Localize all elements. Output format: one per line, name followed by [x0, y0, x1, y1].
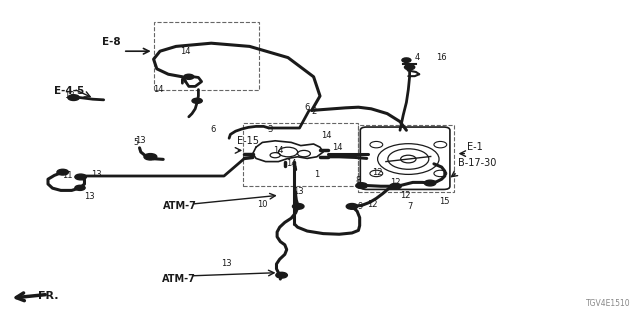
Text: 13: 13 — [136, 136, 146, 145]
Text: 15: 15 — [440, 197, 450, 206]
Text: E-15: E-15 — [237, 136, 259, 146]
Circle shape — [68, 95, 79, 100]
Text: 3: 3 — [268, 125, 273, 134]
Text: 14: 14 — [321, 132, 332, 140]
Text: 1: 1 — [314, 170, 319, 179]
Circle shape — [192, 98, 202, 103]
Text: 14: 14 — [332, 143, 342, 152]
Text: E-1: E-1 — [467, 142, 483, 152]
Text: 7: 7 — [407, 202, 412, 211]
Bar — [154, 22, 259, 90]
Text: 14: 14 — [273, 146, 284, 155]
Circle shape — [292, 204, 304, 209]
Circle shape — [276, 272, 287, 278]
Text: 13: 13 — [221, 259, 231, 268]
Circle shape — [346, 204, 358, 209]
Text: 5: 5 — [133, 138, 138, 147]
Bar — [358, 125, 454, 192]
Text: 6: 6 — [305, 103, 310, 112]
Circle shape — [57, 169, 68, 175]
Text: 4: 4 — [415, 53, 420, 62]
Text: 12: 12 — [372, 168, 383, 177]
Text: ATM-7: ATM-7 — [162, 274, 196, 284]
Text: 14: 14 — [286, 159, 296, 168]
Circle shape — [75, 174, 86, 180]
Text: B-17-30: B-17-30 — [458, 158, 496, 168]
Text: TGV4E1510: TGV4E1510 — [586, 300, 630, 308]
Text: 13: 13 — [84, 192, 95, 201]
Text: 8: 8 — [356, 176, 361, 185]
Text: 13: 13 — [91, 170, 101, 179]
Text: 10: 10 — [257, 200, 268, 209]
Circle shape — [144, 154, 157, 160]
Text: 12: 12 — [367, 200, 378, 209]
Text: 14: 14 — [180, 47, 191, 56]
Text: 11: 11 — [63, 172, 73, 180]
Circle shape — [404, 65, 415, 70]
Text: FR.: FR. — [38, 291, 59, 301]
Text: 9: 9 — [357, 202, 362, 211]
Circle shape — [184, 74, 194, 79]
Circle shape — [402, 58, 411, 62]
Text: ATM-7: ATM-7 — [163, 201, 197, 212]
Text: 14: 14 — [154, 85, 164, 94]
Text: 2: 2 — [311, 108, 316, 116]
Text: 16: 16 — [436, 53, 447, 62]
Text: 12: 12 — [401, 191, 411, 200]
Text: 12: 12 — [390, 178, 401, 187]
Text: E-4-5: E-4-5 — [54, 86, 84, 96]
Text: 13: 13 — [64, 92, 74, 100]
Circle shape — [390, 183, 401, 189]
Circle shape — [356, 183, 367, 188]
Text: 13: 13 — [294, 187, 304, 196]
Text: 6: 6 — [211, 125, 216, 134]
Circle shape — [424, 180, 436, 186]
Text: E-8: E-8 — [102, 36, 121, 47]
Bar — [243, 123, 358, 186]
Circle shape — [75, 185, 85, 190]
